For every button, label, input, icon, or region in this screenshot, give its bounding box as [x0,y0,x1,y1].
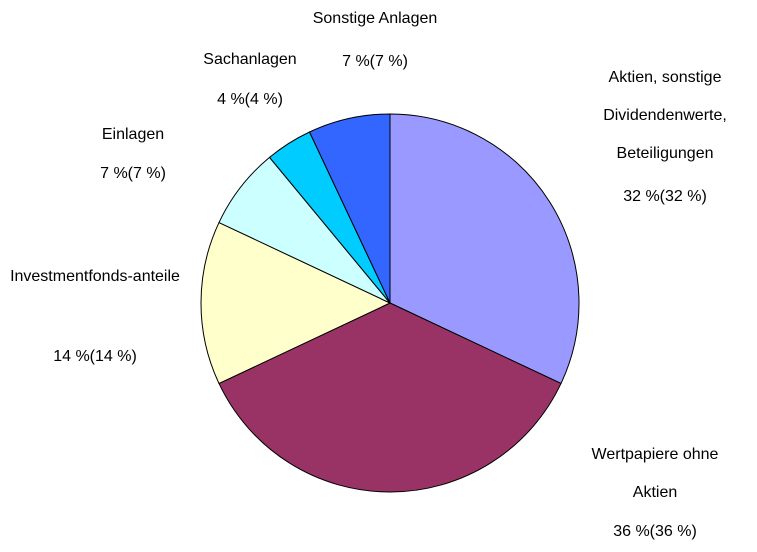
slice-label: Investmentfonds-anteile [10,268,180,285]
pie-slice [389,113,580,385]
slice-label: Wertpapiere ohne Aktien [591,446,719,501]
pie-slice [308,113,391,304]
slice-label: Sonstige Anlagen [312,10,438,27]
value-label: 7 %(7 %) [342,53,408,70]
value-label: 32 %(32 %) [623,188,707,205]
pie-slice [218,302,562,493]
slice-label: Einlagen [101,126,165,143]
slice-label: Sachanlagen [203,51,297,68]
value-label: 36 %(36 %) [613,523,697,540]
pie-slice [200,221,392,385]
value-label: 14 %(14 %) [53,348,137,365]
value-label: 4 %(4 %) [217,91,283,108]
value-label: 7 %(7 %) [100,165,166,182]
slice-label: Aktien, sonstige Dividendenwerte, Beteil… [603,69,727,162]
